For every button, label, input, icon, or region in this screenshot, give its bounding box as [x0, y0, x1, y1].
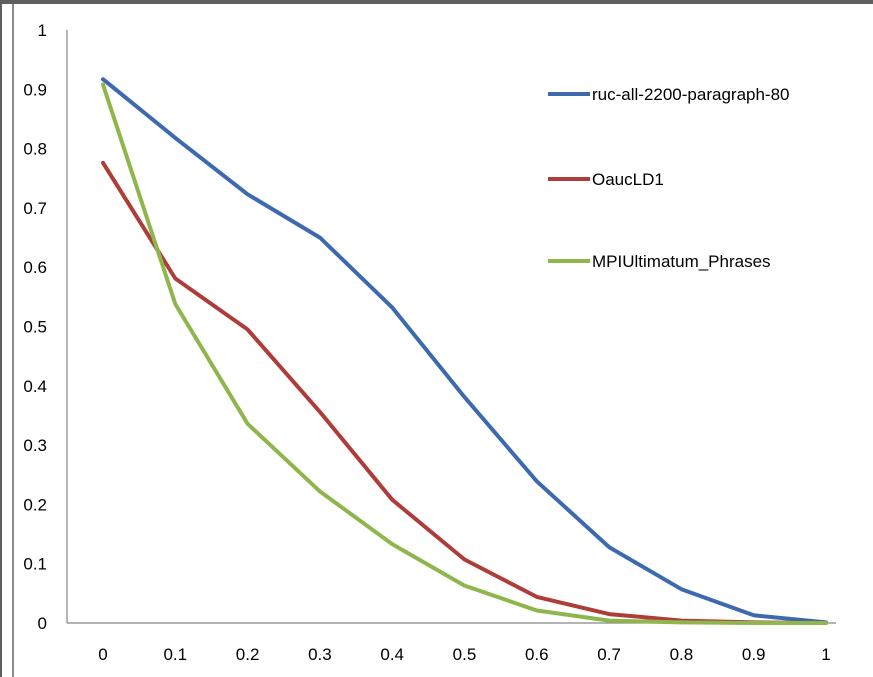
x-tick-label: 0.7: [597, 645, 621, 664]
x-tick-label: 0.9: [742, 645, 766, 664]
x-tick-label: 0: [98, 645, 107, 664]
y-tick-label: 1: [38, 21, 47, 40]
y-tick-label: 0.3: [23, 436, 47, 455]
y-tick-label: 0.5: [23, 318, 47, 337]
y-tick-label: 0: [38, 614, 47, 633]
legend-label: ruc-all-2200-paragraph-80: [592, 85, 790, 104]
y-tick-label: 0.1: [23, 555, 47, 574]
x-tick-label: 0.1: [163, 645, 187, 664]
y-tick-label: 0.4: [23, 377, 47, 396]
legend-label: MPIUltimatum_Phrases: [592, 252, 771, 271]
x-tick-label: 0.3: [308, 645, 332, 664]
legend-label: OaucLD1: [592, 170, 664, 189]
x-tick-label: 0.5: [453, 645, 477, 664]
y-tick-label: 0.2: [23, 495, 47, 514]
tick-labels: 0 0.1 0.2 0.3 0.4 0.5 0.6 0.7 0.8 0.9 1 0 0.1 0.2 0.3 0…: [23, 21, 830, 664]
y-tick-label: 0.6: [23, 258, 47, 277]
legend: ruc-all-2200-paragraph-80 OaucLD1 MPIUltim…: [548, 85, 790, 271]
x-tick-label: 0.4: [380, 645, 404, 664]
series-lines: [101, 77, 828, 625]
x-tick-label: 0.8: [670, 645, 694, 664]
series-line-1: [101, 77, 828, 625]
x-tick-label: 0.2: [236, 645, 260, 664]
frame-divider: [12, 4, 14, 677]
x-tick-label: 0.6: [525, 645, 549, 664]
axes: [66, 30, 836, 624]
y-tick-label: 0.9: [23, 80, 47, 99]
series-line-3: [101, 82, 828, 625]
x-tick-label: 1: [821, 645, 830, 664]
y-tick-label: 0.8: [23, 140, 47, 159]
series-line-2: [101, 160, 828, 625]
y-tick-label: 0.7: [23, 199, 47, 218]
